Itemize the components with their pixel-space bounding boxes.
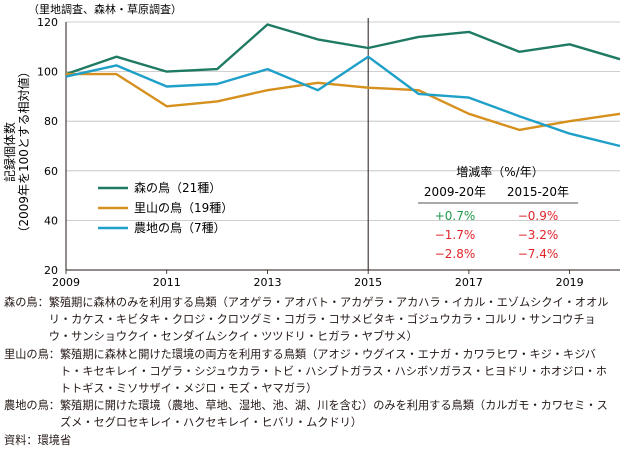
- note-text: 繁殖期に森林のみを利用する鳥類（アオゲラ・アオバト・アカゲラ・アカハラ・イカル・…: [48, 296, 609, 344]
- rate-value: −1.7%: [435, 228, 476, 242]
- series-line-0: [65, 23, 621, 76]
- y-axis-sublabel: （2009年を100とする相対値）: [16, 65, 31, 238]
- y-tick-label: 60: [44, 165, 58, 178]
- rate-table: 増減率（%/年） 2009-20年 2015-20年 +0.7% −0.9% −1.7% −…: [418, 164, 578, 261]
- notes: 森の鳥： 繁殖期に森林のみを利用する鳥類（アオゲラ・アオバト・アカゲラ・アカハラ…: [4, 294, 618, 449]
- grid: [66, 21, 620, 221]
- rate-value: +0.7%: [435, 209, 476, 223]
- x-tick-labels: 2009 2011 2013 2015 2017 2019: [52, 276, 584, 289]
- rate-value: −3.2%: [518, 228, 559, 242]
- rate-value: −2.8%: [435, 247, 476, 261]
- note-label: 農地の鳥：: [4, 399, 60, 413]
- chart-subtitle: （里地調査、森林・草原調査）: [28, 2, 182, 16]
- y-tick-labels: 20 40 60 80 100 120: [37, 16, 58, 277]
- y-tick-label: 80: [44, 115, 58, 128]
- note-farmland-birds: 農地の鳥： 繁殖期に開けた環境（農地、草地、湿地、池、湖、川を含む）のみを利用す…: [4, 397, 618, 431]
- series-line-2: [65, 55, 621, 148]
- x-tick-label: 2011: [153, 276, 181, 289]
- legend-label: 森の鳥（21種）: [134, 180, 221, 195]
- note-text: 繁殖期に開けた環境（農地、草地、湿地、池、湖、川を含む）のみを利用する鳥類（カル…: [59, 399, 608, 430]
- rate-table-header: 2015-20年: [507, 185, 569, 199]
- y-tick-label: 100: [37, 66, 58, 79]
- source-note: 資料：環境省: [4, 433, 72, 447]
- x-tick-label: 2017: [455, 276, 483, 289]
- note-label: 森の鳥：: [4, 296, 49, 309]
- rate-table-header: 2009-20年: [424, 185, 486, 199]
- x-tick-label: 2009: [52, 276, 80, 289]
- note-label: 里山の鳥：: [4, 347, 60, 361]
- x-tick-label: 2015: [354, 276, 382, 289]
- legend: 森の鳥（21種） 里山の鳥（19種） 農地の鳥（7種）: [98, 180, 233, 235]
- note-text: 繁殖期に森林と開けた環境の両方を利用する鳥類（アオジ・ウグイス・エナガ・カワラヒ…: [59, 347, 607, 396]
- legend-label: 農地の鳥（7種）: [134, 220, 226, 235]
- x-tick-label: 2013: [253, 276, 281, 289]
- rate-value: −0.9%: [518, 209, 559, 223]
- y-tick-label: 40: [44, 214, 58, 227]
- y-axis-label: 記録個体数: [2, 122, 17, 182]
- axes: [65, 22, 620, 274]
- rate-value: −7.4%: [518, 247, 559, 261]
- x-tick-label: 2019: [556, 276, 584, 289]
- y-tick-label: 20: [44, 264, 58, 277]
- y-tick-label: 120: [37, 16, 58, 29]
- series-lines: [65, 23, 621, 148]
- note-satoyama-birds: 里山の鳥： 繁殖期に森林と開けた環境の両方を利用する鳥類（アオジ・ウグイス・エナ…: [4, 346, 618, 398]
- rate-table-title: 増減率（%/年）: [456, 164, 543, 179]
- series-line-1: [66, 72, 621, 132]
- legend-label: 里山の鳥（19種）: [134, 200, 233, 215]
- note-forest-birds: 森の鳥： 繁殖期に森林のみを利用する鳥類（アオゲラ・アオバト・アカゲラ・アカハラ…: [4, 294, 618, 346]
